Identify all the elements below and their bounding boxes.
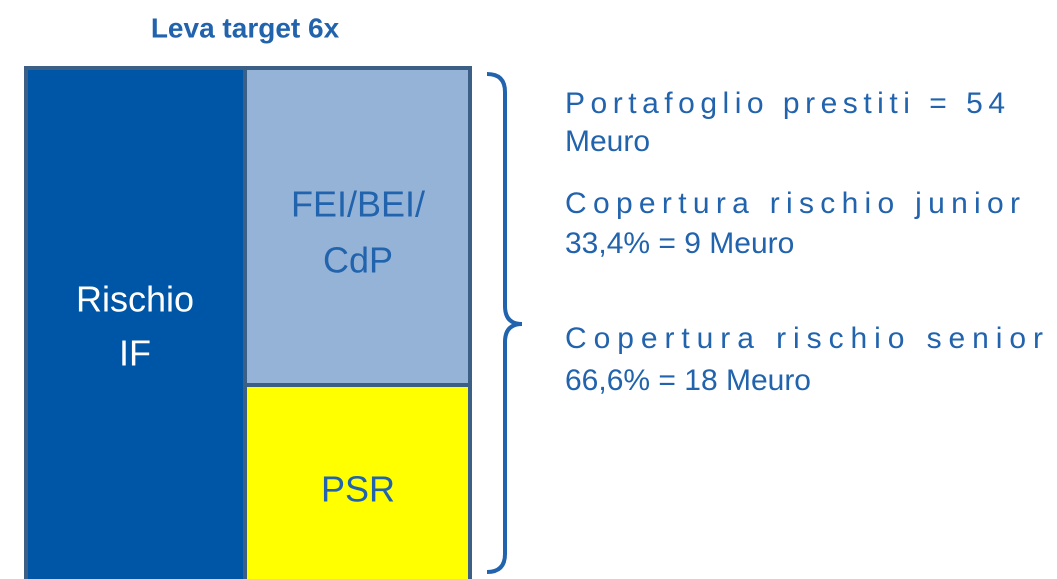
brace [486,72,523,574]
block-left [24,66,247,579]
note-line: 66,6% = 18 Meuro [565,364,811,397]
title: Leva target 6x [151,12,340,43]
block-label: IF [119,333,151,374]
block-label: FEI/BEI/ [291,184,425,225]
block-top-right [243,66,472,387]
note-line: Portafoglio prestiti = 54 [565,87,1005,120]
block-label: CdP [323,240,393,281]
note-line: Copertura rischio senior [565,322,1043,355]
note-line: 33,4% = 9 Meuro [565,227,794,260]
block-bottom-right [243,383,472,579]
note-line: Meuro [565,125,650,158]
note-line: Copertura rischio junior [565,187,1020,220]
block-label: Rischio [76,279,194,320]
block-label: PSR [321,469,395,510]
